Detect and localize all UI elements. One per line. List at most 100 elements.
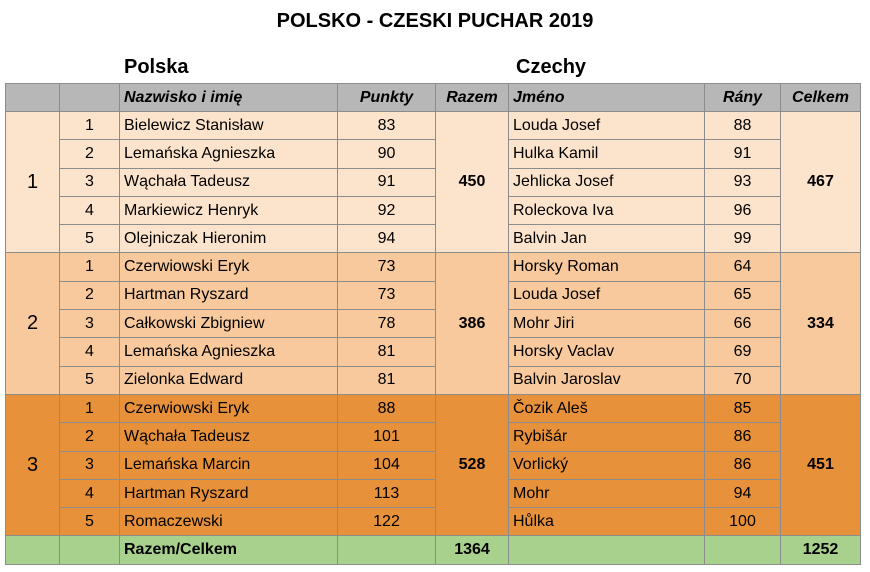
player-number: 4 <box>59 195 120 226</box>
pl-player-points: 88 <box>337 393 436 424</box>
player-number: 3 <box>59 450 120 480</box>
totals-empty-pl-points <box>337 535 436 565</box>
table-row: 2 Wąchała Tadeusz 101 Rybišár 86 <box>6 422 861 452</box>
pl-player-points: 81 <box>337 337 436 367</box>
cz-player-points: 66 <box>704 309 781 339</box>
page-title: POLSKO - CZESKI PUCHAR 2019 <box>276 10 594 32</box>
cz-player-name: Hulka Kamil <box>508 139 705 169</box>
cz-group-sum: 451 <box>780 393 861 537</box>
cz-player-points: 100 <box>704 507 781 537</box>
table-row: 5 Olejniczak Hieronim 94 Balvin Jan 99 <box>6 224 861 254</box>
cz-player-name: Horsky Vaclav <box>508 337 705 367</box>
table-row: 2 1 Czerwiowski Eryk 73 386 Horsky Roman 64 334 <box>5 252 861 395</box>
cz-player-points: 99 <box>704 224 781 254</box>
header-number-cell <box>59 83 120 112</box>
header-row: Nazwisko i imię Punkty Razem Jméno Rány … <box>5 83 861 112</box>
player-number: 5 <box>59 507 120 537</box>
pl-player-points: 91 <box>337 167 436 197</box>
pl-player-points: 81 <box>337 365 436 395</box>
player-number: 2 <box>59 280 120 311</box>
pl-player-points: 122 <box>337 507 436 537</box>
team-label-poland: Polska <box>124 56 189 78</box>
header-cz-points: Rány <box>704 83 781 112</box>
totals-empty-number <box>59 535 120 565</box>
cz-player-points: 85 <box>704 393 781 424</box>
table-row: 5 Romaczewski 122 Hůlka 100 <box>6 507 861 537</box>
table-row: 2 Lemańska Agnieszka 90 Hulka Kamil 91 <box>6 139 861 169</box>
pl-player-name: Lemańska Agnieszka <box>119 337 338 367</box>
group-label: 1 <box>5 110 60 254</box>
pl-player-points: 83 <box>337 110 436 141</box>
pl-group-sum: 386 <box>435 252 509 395</box>
group-label: 2 <box>5 252 60 395</box>
cz-player-name: Hůlka <box>508 507 705 537</box>
header-pl-name: Nazwisko i imię <box>119 83 338 112</box>
cz-group-sum: 334 <box>780 252 861 395</box>
player-number: 5 <box>59 224 120 254</box>
pl-group-sum: 528 <box>435 393 509 537</box>
cz-player-points: 91 <box>704 139 781 169</box>
table-row: 5 Zielonka Edward 81 Balvin Jaroslav 70 <box>6 365 861 395</box>
totals-empty-cz-points <box>704 535 781 565</box>
cz-grand-total: 1252 <box>780 535 861 565</box>
cz-player-points: 69 <box>704 337 781 367</box>
pl-player-points: 73 <box>337 280 436 311</box>
table-row: 2 Hartman Ryszard 73 Louda Josef 65 <box>6 280 861 311</box>
pl-player-name: Całkowski Zbigniew <box>119 309 338 339</box>
cz-player-name: Louda Josef <box>508 110 705 141</box>
cz-player-points: 65 <box>704 280 781 311</box>
cz-player-points: 86 <box>704 450 781 480</box>
pl-player-name: Zielonka Edward <box>119 365 338 395</box>
cz-player-name: Čozik Aleš <box>508 393 705 424</box>
pl-player-name: Wąchała Tadeusz <box>119 422 338 452</box>
pl-player-name: Lemańska Agnieszka <box>119 139 338 169</box>
pl-player-name: Lemańska Marcin <box>119 450 338 480</box>
totals-empty-group <box>5 535 60 565</box>
cz-player-name: Balvin Jan <box>508 224 705 254</box>
table-row: 4 Markiewicz Henryk 92 Roleckova Iva 96 <box>6 195 861 226</box>
player-number: 1 <box>59 393 120 424</box>
player-number: 2 <box>59 139 120 169</box>
pl-player-name: Hartman Ryszard <box>119 280 338 311</box>
table-row: 1 1 Bielewicz Stanisław 83 450 Louda Josef 88 4… <box>5 110 861 254</box>
pl-player-points: 90 <box>337 139 436 169</box>
pl-player-name: Romaczewski <box>119 507 338 537</box>
cz-player-name: Rybišár <box>508 422 705 452</box>
table-row: 4 Lemańska Agnieszka 81 Horsky Vaclav 69 <box>6 337 861 367</box>
player-number: 4 <box>59 337 120 367</box>
cz-player-points: 93 <box>704 167 781 197</box>
pl-grand-total: 1364 <box>435 535 509 565</box>
header-pl-sum: Razem <box>435 83 509 112</box>
cz-player-name: Balvin Jaroslav <box>508 365 705 395</box>
player-number: 2 <box>59 422 120 452</box>
player-number: 4 <box>59 478 120 509</box>
cz-player-name: Louda Josef <box>508 280 705 311</box>
player-number: 3 <box>59 309 120 339</box>
results-table: Nazwisko i imię Punkty Razem Jméno Rány … <box>5 83 861 565</box>
table-row: 3 Lemańska Marcin 104 Vorlický 86 <box>6 450 861 480</box>
cz-player-points: 88 <box>704 110 781 141</box>
pl-player-points: 73 <box>337 252 436 282</box>
pl-player-points: 92 <box>337 195 436 226</box>
header-cz-name: Jméno <box>508 83 705 112</box>
pl-player-points: 101 <box>337 422 436 452</box>
header-group-cell <box>5 83 60 112</box>
totals-label: Razem/Celkem <box>119 535 338 565</box>
player-number: 3 <box>59 167 120 197</box>
cz-player-points: 96 <box>704 195 781 226</box>
player-number: 5 <box>59 365 120 395</box>
cz-player-name: Mohr <box>508 478 705 509</box>
cz-player-name: Horsky Roman <box>508 252 705 282</box>
pl-player-points: 113 <box>337 478 436 509</box>
cz-player-name: Roleckova Iva <box>508 195 705 226</box>
player-number: 1 <box>59 110 120 141</box>
cz-player-points: 70 <box>704 365 781 395</box>
totals-row: Razem/Celkem 1364 1252 <box>5 535 861 565</box>
pl-player-name: Markiewicz Henryk <box>119 195 338 226</box>
totals-empty-cz-name <box>508 535 705 565</box>
cz-player-name: Mohr Jiri <box>508 309 705 339</box>
table-row: 3 Wąchała Tadeusz 91 Jehlicka Josef 93 <box>6 167 861 197</box>
table-row: 3 1 Czerwiowski Eryk 88 528 Čozik Aleš 85 451 <box>5 393 861 537</box>
pl-player-points: 104 <box>337 450 436 480</box>
pl-player-name: Hartman Ryszard <box>119 478 338 509</box>
